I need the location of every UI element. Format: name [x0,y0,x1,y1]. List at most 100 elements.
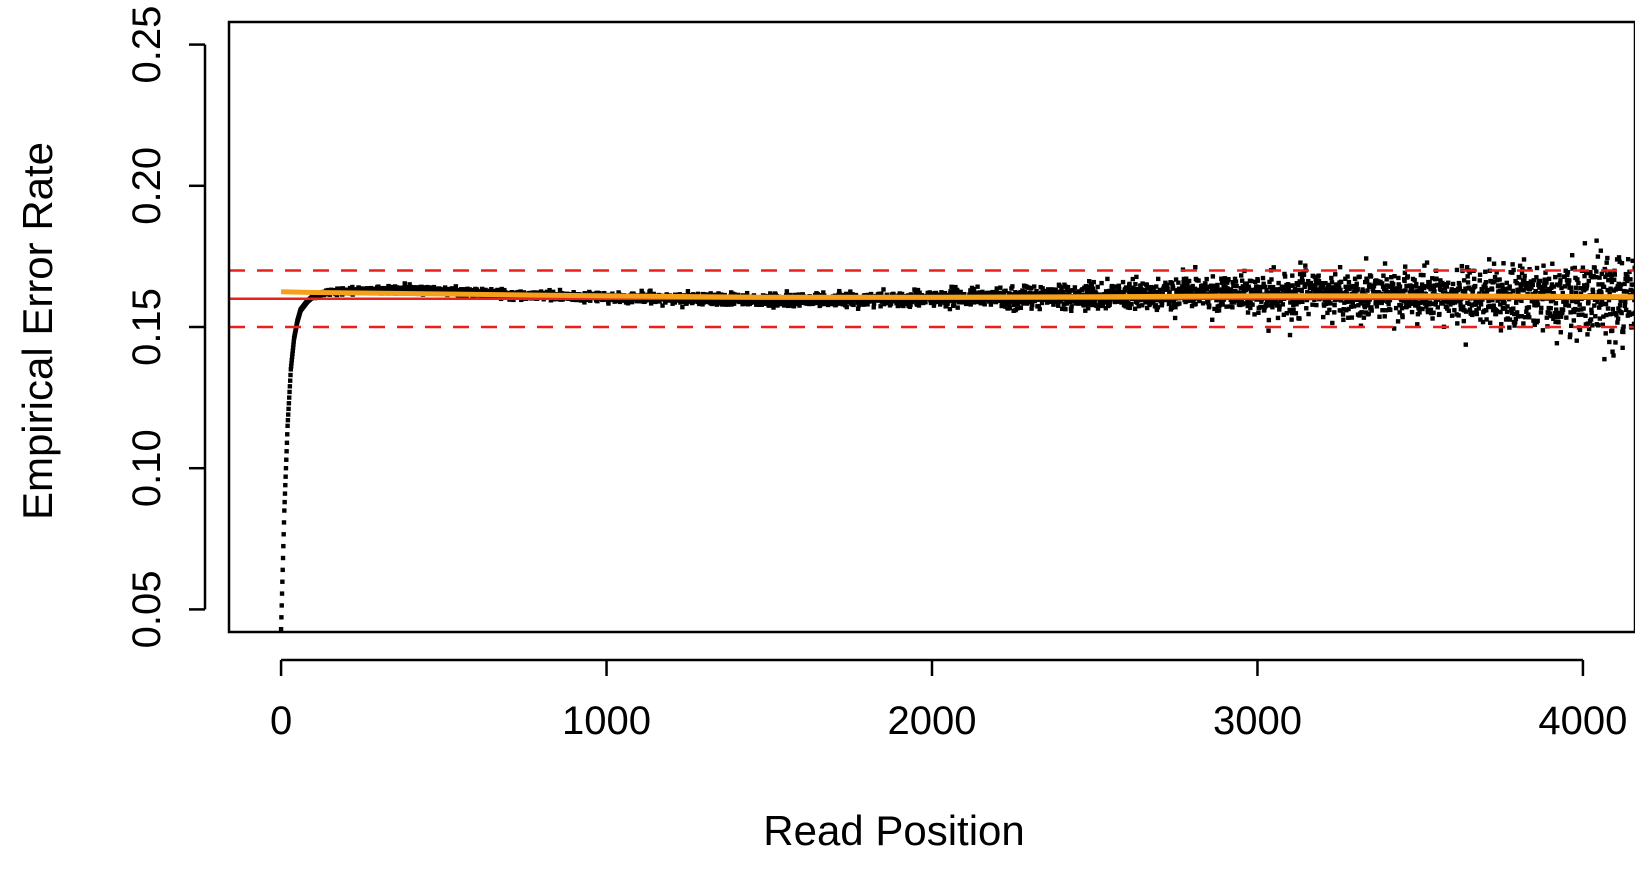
scatter-point [878,304,883,309]
scatter-point [843,302,848,307]
scatter-point [1449,287,1454,292]
scatter-point [1586,278,1591,284]
scatter-point [291,339,296,344]
scatter-point [1109,283,1115,289]
scatter-point [1369,308,1374,313]
scatter-point [1349,315,1355,320]
scatter-point [815,298,820,303]
scatter-point [1335,288,1341,293]
scatter-point [1521,257,1527,262]
scatter-point [1514,281,1520,286]
scatter-point [1565,270,1571,275]
scatter-point [1293,311,1299,316]
scatter-point [1233,279,1239,284]
scatter-point [1204,276,1209,282]
scatter-point [1473,300,1479,305]
scatter-point [1625,274,1630,279]
scatter-point [1466,285,1472,290]
scatter-point [1319,282,1325,287]
scatter-point [1592,303,1597,308]
scatter-point [950,289,955,294]
scatter-point [714,302,720,307]
scatter-point [1169,281,1175,286]
scatter-point [1485,287,1490,293]
scatter-point [993,289,999,295]
x-tick-label: 4000 [1538,699,1627,743]
scatter-point [1340,312,1346,317]
scatter-point [949,284,954,290]
scatter-point [1565,272,1570,278]
scatter-point [1494,270,1499,275]
scatter-point [1280,302,1286,307]
scatter-point [1029,285,1034,291]
scatter-point [1275,315,1281,321]
scatter-point [1630,288,1635,294]
scatter-point [1341,307,1346,312]
scatter-point [1306,278,1311,284]
scatter-point [1490,297,1495,303]
scatter-point [1309,283,1315,288]
scatter-point [1583,270,1589,276]
scatter-point [1562,284,1568,289]
scatter-point [1613,340,1618,345]
scatter-point [1618,298,1623,304]
scatter-point [881,287,886,292]
scatter-point [1232,276,1238,282]
scatter-point [1430,316,1435,321]
scatter-point [1438,287,1444,293]
scatter-point [1554,341,1560,346]
scatter-point [784,289,790,294]
scatter-point [286,406,291,412]
scatter-point [1011,292,1016,297]
scatter-point [1379,281,1385,286]
scatter-point [1186,278,1192,284]
scatter-point [1390,286,1395,291]
scatter-point [285,417,291,423]
scatter-point [1358,301,1363,306]
scatter-point [1598,248,1604,253]
scatter-point [1210,274,1216,279]
scatter-point [1573,285,1578,290]
scatter-point [672,300,678,305]
scatter-point [1483,280,1489,285]
scatter-point [1501,261,1506,266]
scatter-point [1165,286,1170,292]
scatter-point [648,301,654,306]
scatter-point [923,300,928,305]
scatter-point [1081,303,1086,308]
scatter-point [1368,274,1374,279]
scatter-point [376,284,381,289]
scatter-point [1135,287,1140,292]
scatter-point [1400,314,1405,320]
scatter-point [1474,308,1479,313]
scatter-point [1049,292,1055,297]
scatter-point [1321,286,1326,291]
scatter-point [1344,299,1349,304]
scatter-point [1628,277,1633,282]
scatter-point [1254,285,1260,290]
scatter-point [1126,285,1131,291]
scatter-point [1324,287,1329,292]
scatter-point [1107,302,1112,307]
scatter-point [1533,288,1538,294]
scatter-point [1203,281,1208,287]
scatter-point [1300,299,1305,304]
scatter-point [1391,326,1397,331]
scatter-point [1584,282,1590,288]
scatter-point [1429,310,1434,316]
scatter-point [1582,283,1587,288]
scatter-point [1216,308,1222,313]
scatter-point [1330,320,1335,326]
scatter-point [1495,277,1500,283]
scatter-point [1159,301,1165,306]
scatter-point [1471,310,1476,315]
scatter-point [521,290,527,295]
x-axis-title: Read Position [763,807,1025,854]
scatter-point [1250,302,1255,307]
scatter-point [1607,270,1613,275]
scatter-point [1597,305,1602,310]
scatter-point [1240,302,1245,307]
scatter-point [1003,288,1008,293]
scatter-point [782,303,787,308]
scatter-point [1463,286,1468,291]
